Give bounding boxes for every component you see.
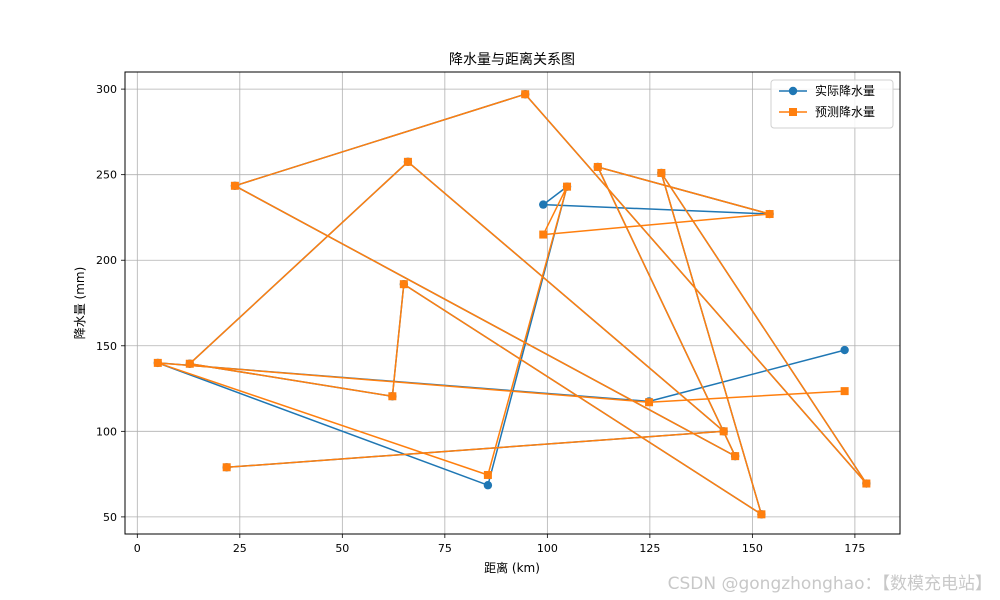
y-tick-label: 50 xyxy=(103,511,117,524)
data-point xyxy=(840,345,849,355)
x-tick-label: 75 xyxy=(438,542,452,555)
legend-box xyxy=(770,79,894,129)
data-point xyxy=(539,200,548,209)
x-tick-label: 0 xyxy=(134,542,141,555)
data-point xyxy=(539,230,548,239)
plot-area-frame xyxy=(124,71,901,535)
data-point xyxy=(222,463,231,472)
legend: 实际降水量 预测降水量 xyxy=(770,79,894,129)
x-tick-label: 125 xyxy=(639,542,660,555)
x-tick-label: 25 xyxy=(233,542,247,555)
legend-label-actual: 实际降水量 xyxy=(815,83,875,98)
data-point xyxy=(185,359,194,368)
watermark: CSDN @gongzhonghao：【数模充电站】 xyxy=(667,574,992,594)
y-tick-label: 300 xyxy=(96,83,117,96)
data-point xyxy=(153,358,162,367)
y-tick-label: 200 xyxy=(96,254,117,267)
series-layer xyxy=(153,90,871,519)
data-point xyxy=(521,90,530,99)
y-axis-label: 降水量 (mm) xyxy=(73,267,87,340)
data-point xyxy=(388,392,397,401)
data-point xyxy=(731,452,740,461)
series-1 xyxy=(153,90,871,519)
x-tick-label: 150 xyxy=(742,542,763,555)
data-point xyxy=(645,398,654,407)
legend-marker-predicted xyxy=(789,108,797,116)
data-point xyxy=(840,387,849,396)
data-point xyxy=(719,427,728,436)
y-tick-label: 100 xyxy=(96,425,117,438)
x-axis-label: 距离 (km) xyxy=(484,560,540,575)
data-point xyxy=(483,470,492,479)
x-tick-label: 175 xyxy=(844,542,865,555)
data-point xyxy=(862,479,871,488)
chart-title: 降水量与距离关系图 xyxy=(449,51,575,68)
axis-ticks: 0 25 50 75 100 125 150 175 50 100 150 200 250 300 xyxy=(96,83,865,555)
legend-marker-actual xyxy=(788,86,798,96)
series-line xyxy=(157,93,868,516)
data-point xyxy=(230,181,239,190)
data-point xyxy=(657,168,666,177)
data-point xyxy=(563,182,572,191)
y-tick-label: 250 xyxy=(96,169,117,182)
x-tick-label: 50 xyxy=(335,542,349,555)
data-point xyxy=(757,510,766,519)
legend-label-predicted: 预测降水量 xyxy=(815,105,875,119)
data-point xyxy=(483,481,493,490)
x-tick-label: 100 xyxy=(537,542,558,555)
data-point xyxy=(593,162,602,171)
grid xyxy=(125,72,900,534)
data-point xyxy=(403,157,412,166)
y-tick-label: 150 xyxy=(96,340,117,353)
data-point xyxy=(399,280,408,289)
data-point xyxy=(765,210,774,219)
